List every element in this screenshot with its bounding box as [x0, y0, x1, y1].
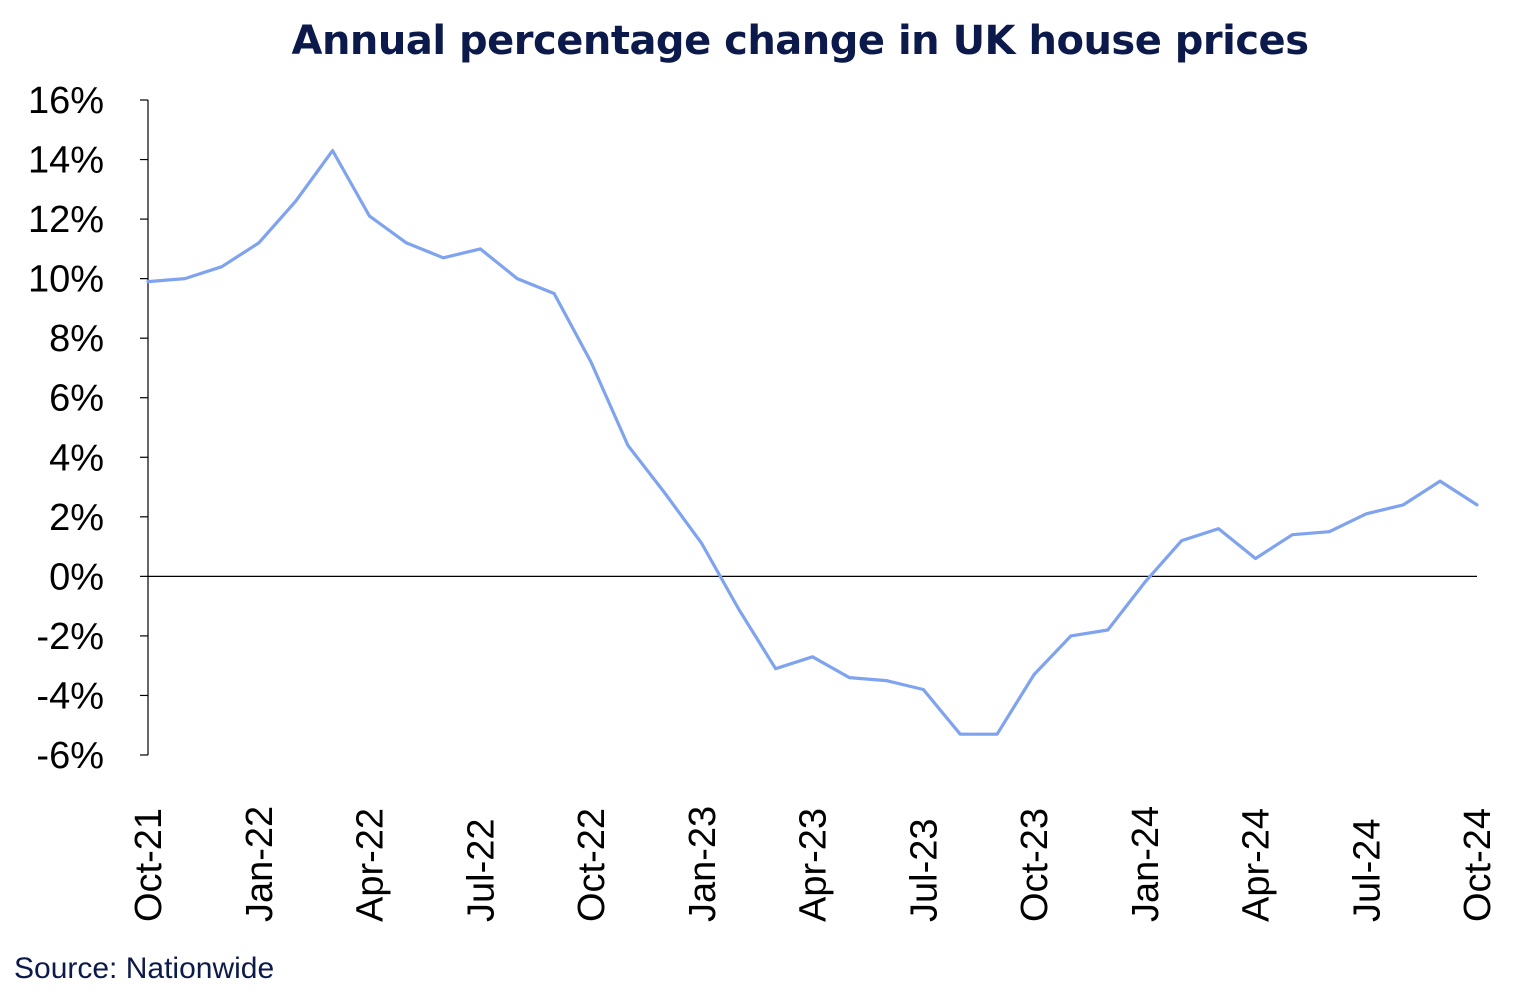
data-point [1217, 527, 1220, 530]
data-point [774, 667, 777, 670]
data-point [589, 360, 593, 364]
y-tick-label: 14% [28, 140, 104, 182]
data-point [1143, 581, 1146, 584]
data-point [1475, 503, 1479, 507]
y-tick-label: 12% [28, 199, 104, 241]
y-tick-label: 0% [49, 556, 104, 598]
data-point [922, 688, 925, 691]
data-point [331, 149, 334, 152]
x-tick-label: Oct-23 [1014, 808, 1056, 922]
x-axis: Oct-21 Jan-22 Apr-22 Jul-22 Oct-22 Jan-23 Apr-… [128, 806, 1499, 922]
y-tick-label: 4% [49, 437, 104, 479]
y-tick-label: 6% [49, 378, 104, 420]
data-point [1069, 634, 1073, 638]
source-note: Source: Nationwide [14, 952, 275, 985]
y-tick-label: 16% [28, 80, 104, 122]
data-point [811, 655, 814, 658]
x-tick-label: Apr-23 [793, 808, 835, 922]
y-tick-label: -4% [36, 675, 104, 717]
y-axis: 16% 14% 12% 10% 8% 6% 4% 2% 0% -2% -4% -6% [28, 80, 1477, 777]
chart-title: Annual percentage change in UK house pri… [291, 18, 1310, 64]
data-point [700, 542, 703, 545]
x-tick-label: Jan-22 [239, 806, 281, 922]
x-tick-label: Jan-24 [1125, 806, 1167, 922]
data-point [405, 241, 408, 245]
data-point [368, 214, 371, 218]
x-tick-label: Oct-24 [1457, 808, 1499, 922]
x-tick-label: Oct-21 [128, 808, 170, 922]
data-point [146, 280, 150, 283]
data-point [1180, 539, 1183, 542]
x-tick-label: Oct-22 [571, 808, 613, 922]
y-tick-label: -6% [36, 735, 104, 777]
data-point [663, 491, 667, 495]
x-tick-label: Apr-24 [1236, 808, 1278, 922]
data-point [183, 277, 187, 280]
data-point [479, 247, 482, 251]
data-point [1365, 512, 1368, 516]
data-point [626, 444, 630, 447]
data-point [552, 292, 556, 295]
data-point [1106, 628, 1110, 632]
y-tick-label: 8% [49, 318, 104, 360]
data-point [737, 607, 740, 611]
data-point [442, 256, 445, 259]
data-point [958, 732, 962, 736]
x-tick-label: Jan-23 [682, 806, 724, 922]
data-point [1254, 557, 1257, 560]
x-tick-label: Jul-23 [903, 819, 945, 923]
data-point [885, 679, 888, 682]
data-point [220, 265, 224, 268]
y-tick-label: 10% [28, 259, 104, 301]
data-point [1032, 673, 1036, 676]
x-tick-label: Jul-24 [1346, 819, 1388, 923]
y-tick-label: -2% [36, 616, 104, 658]
data-point [294, 200, 297, 203]
data-point [1438, 479, 1442, 483]
data-point [995, 732, 999, 736]
data-point [1291, 533, 1294, 536]
data-point [257, 241, 260, 245]
y-tick-label: 2% [49, 497, 104, 539]
x-tick-label: Jul-22 [460, 819, 502, 923]
data-point [1328, 530, 1331, 533]
data-point [848, 676, 851, 679]
data-point [1401, 503, 1405, 507]
series-line [146, 149, 1479, 736]
data-point [515, 277, 519, 280]
series-group [146, 149, 1479, 736]
x-tick-label: Apr-22 [350, 808, 392, 922]
